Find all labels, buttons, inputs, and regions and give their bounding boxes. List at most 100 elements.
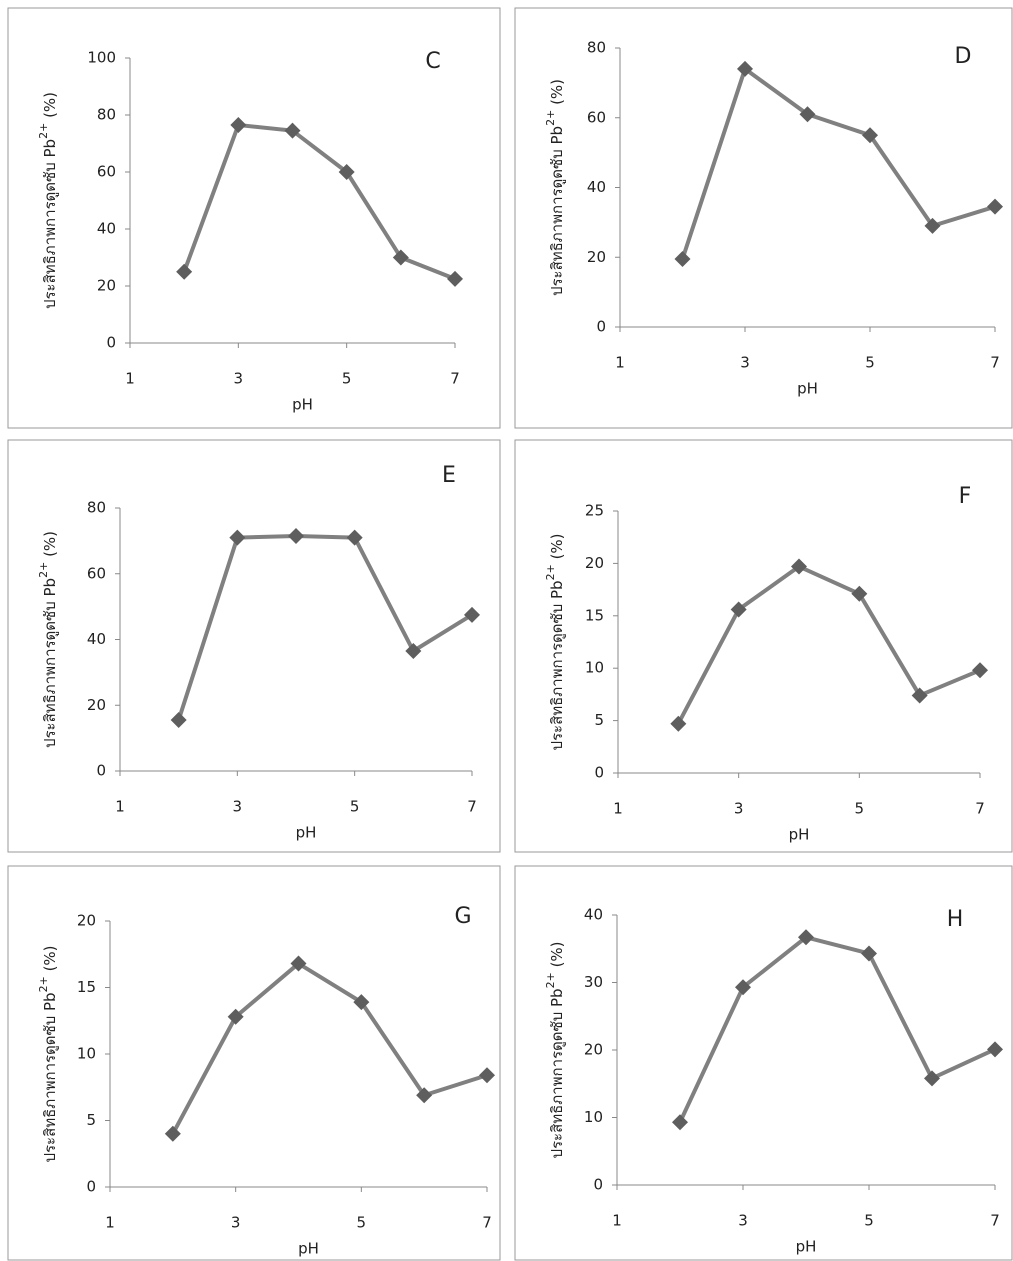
y-tick-label: 40: [97, 220, 116, 238]
y-axis-title: ประสิทธิภาพการดูดซับ Pb2+ (%): [37, 531, 59, 748]
data-point: [672, 1114, 688, 1130]
data-line: [179, 536, 472, 720]
x-tick-label: 1: [615, 354, 625, 372]
x-tick-label: 7: [990, 354, 1000, 372]
y-tick-label: 5: [594, 711, 604, 729]
panel-label: H: [947, 907, 964, 932]
y-tick-label: 20: [587, 248, 606, 266]
x-axis-title: pH: [797, 380, 818, 398]
figure: 0204060801001357pHประสิทธิภาพการดูดซับ P…: [0, 0, 1013, 1261]
x-tick-label: 3: [233, 798, 243, 816]
y-tick-label: 20: [585, 554, 604, 572]
y-tick-label: 100: [87, 49, 116, 67]
y-tick-label: 0: [96, 762, 106, 780]
y-axis-title-part: ประสิทธิภาพการดูดซับ Pb: [548, 988, 566, 1158]
x-axis-title: pH: [298, 1240, 319, 1258]
data-point: [987, 199, 1003, 215]
y-axis-title-part: ประสิทธิภาพการดูดซับ Pb: [41, 992, 59, 1162]
x-tick-label: 1: [613, 800, 623, 818]
y-axis-title: ประสิทธิภาพการดูดซับ Pb2+ (%): [544, 79, 566, 296]
x-tick-label: 1: [115, 798, 125, 816]
panel-border: [515, 866, 1012, 1260]
panel-label: C: [425, 49, 440, 74]
y-axis-title-part: 2+: [37, 123, 50, 139]
x-tick-label: 5: [342, 370, 352, 388]
y-tick-label: 25: [585, 502, 604, 520]
x-tick-label: 7: [467, 798, 477, 816]
x-axis-title: pH: [296, 824, 317, 842]
panel-border: [515, 8, 1012, 428]
data-point: [447, 271, 463, 287]
y-tick-label: 80: [97, 106, 116, 124]
y-axis-title-part: (%): [548, 533, 566, 564]
y-axis-title-part: 2+: [544, 110, 557, 126]
x-tick-label: 5: [864, 1212, 874, 1230]
y-axis-title-part: (%): [548, 79, 566, 110]
y-axis-title-part: (%): [41, 945, 59, 976]
x-tick-label: 7: [990, 1212, 1000, 1230]
y-axis-title-part: 2+: [544, 972, 557, 988]
y-axis-title-part: 2+: [37, 562, 50, 578]
data-point: [675, 251, 691, 267]
y-axis-title-part: (%): [41, 92, 59, 123]
x-tick-label: 3: [740, 354, 750, 372]
y-axis-title-part: (%): [548, 941, 566, 972]
x-tick-label: 7: [482, 1214, 492, 1232]
y-tick-label: 0: [594, 764, 604, 782]
data-point: [987, 1041, 1003, 1057]
x-tick-label: 7: [975, 800, 985, 818]
y-tick-label: 20: [97, 277, 116, 295]
y-tick-label: 20: [77, 912, 96, 930]
panel-border: [8, 440, 500, 852]
y-tick-label: 0: [593, 1176, 603, 1194]
data-point: [229, 530, 245, 546]
y-tick-label: 0: [596, 318, 606, 336]
data-point: [861, 945, 877, 961]
x-axis-title: pH: [796, 1238, 817, 1256]
y-tick-label: 80: [87, 499, 106, 517]
y-tick-label: 10: [584, 1108, 603, 1126]
x-tick-label: 1: [105, 1214, 115, 1232]
y-tick-label: 60: [97, 163, 116, 181]
x-tick-label: 3: [738, 1212, 748, 1230]
y-tick-label: 40: [587, 178, 606, 196]
y-axis-title-part: 2+: [544, 564, 557, 580]
y-axis-title: ประสิทธิภาพการดูดซับ Pb2+ (%): [544, 941, 566, 1158]
data-point: [230, 117, 246, 133]
y-axis-title-part: ประสิทธิภาพการดูดซับ Pb: [548, 126, 566, 296]
data-line: [683, 69, 996, 259]
y-tick-label: 40: [87, 630, 106, 648]
data-point: [288, 528, 304, 544]
data-point: [972, 662, 988, 678]
data-point: [176, 264, 192, 280]
y-tick-label: 0: [86, 1178, 96, 1196]
y-axis-title-part: (%): [41, 531, 59, 562]
y-tick-label: 60: [87, 564, 106, 582]
data-point: [171, 712, 187, 728]
data-point: [165, 1126, 181, 1142]
x-tick-label: 3: [231, 1214, 241, 1232]
data-point: [347, 530, 363, 546]
y-tick-label: 5: [86, 1111, 96, 1129]
y-axis-title-part: ประสิทธิภาพการดูดซับ Pb: [41, 578, 59, 748]
y-tick-label: 30: [584, 973, 603, 991]
y-tick-label: 20: [87, 696, 106, 714]
y-axis-title-part: 2+: [37, 976, 50, 992]
x-tick-label: 5: [357, 1214, 367, 1232]
x-tick-label: 1: [125, 370, 135, 388]
x-tick-label: 5: [855, 800, 865, 818]
x-axis-title: pH: [292, 396, 313, 414]
y-tick-label: 20: [584, 1041, 603, 1059]
y-axis-title-part: ประสิทธิภาพการดูดซับ Pb: [548, 580, 566, 750]
data-point: [924, 1070, 940, 1086]
y-axis-title: ประสิทธิภาพการดูดซับ Pb2+ (%): [37, 945, 59, 1162]
x-tick-label: 5: [350, 798, 360, 816]
panel-label: D: [955, 44, 972, 69]
y-tick-label: 40: [584, 906, 603, 924]
data-line: [184, 125, 455, 279]
data-line: [173, 964, 487, 1134]
data-point: [479, 1067, 495, 1083]
data-point: [670, 716, 686, 732]
